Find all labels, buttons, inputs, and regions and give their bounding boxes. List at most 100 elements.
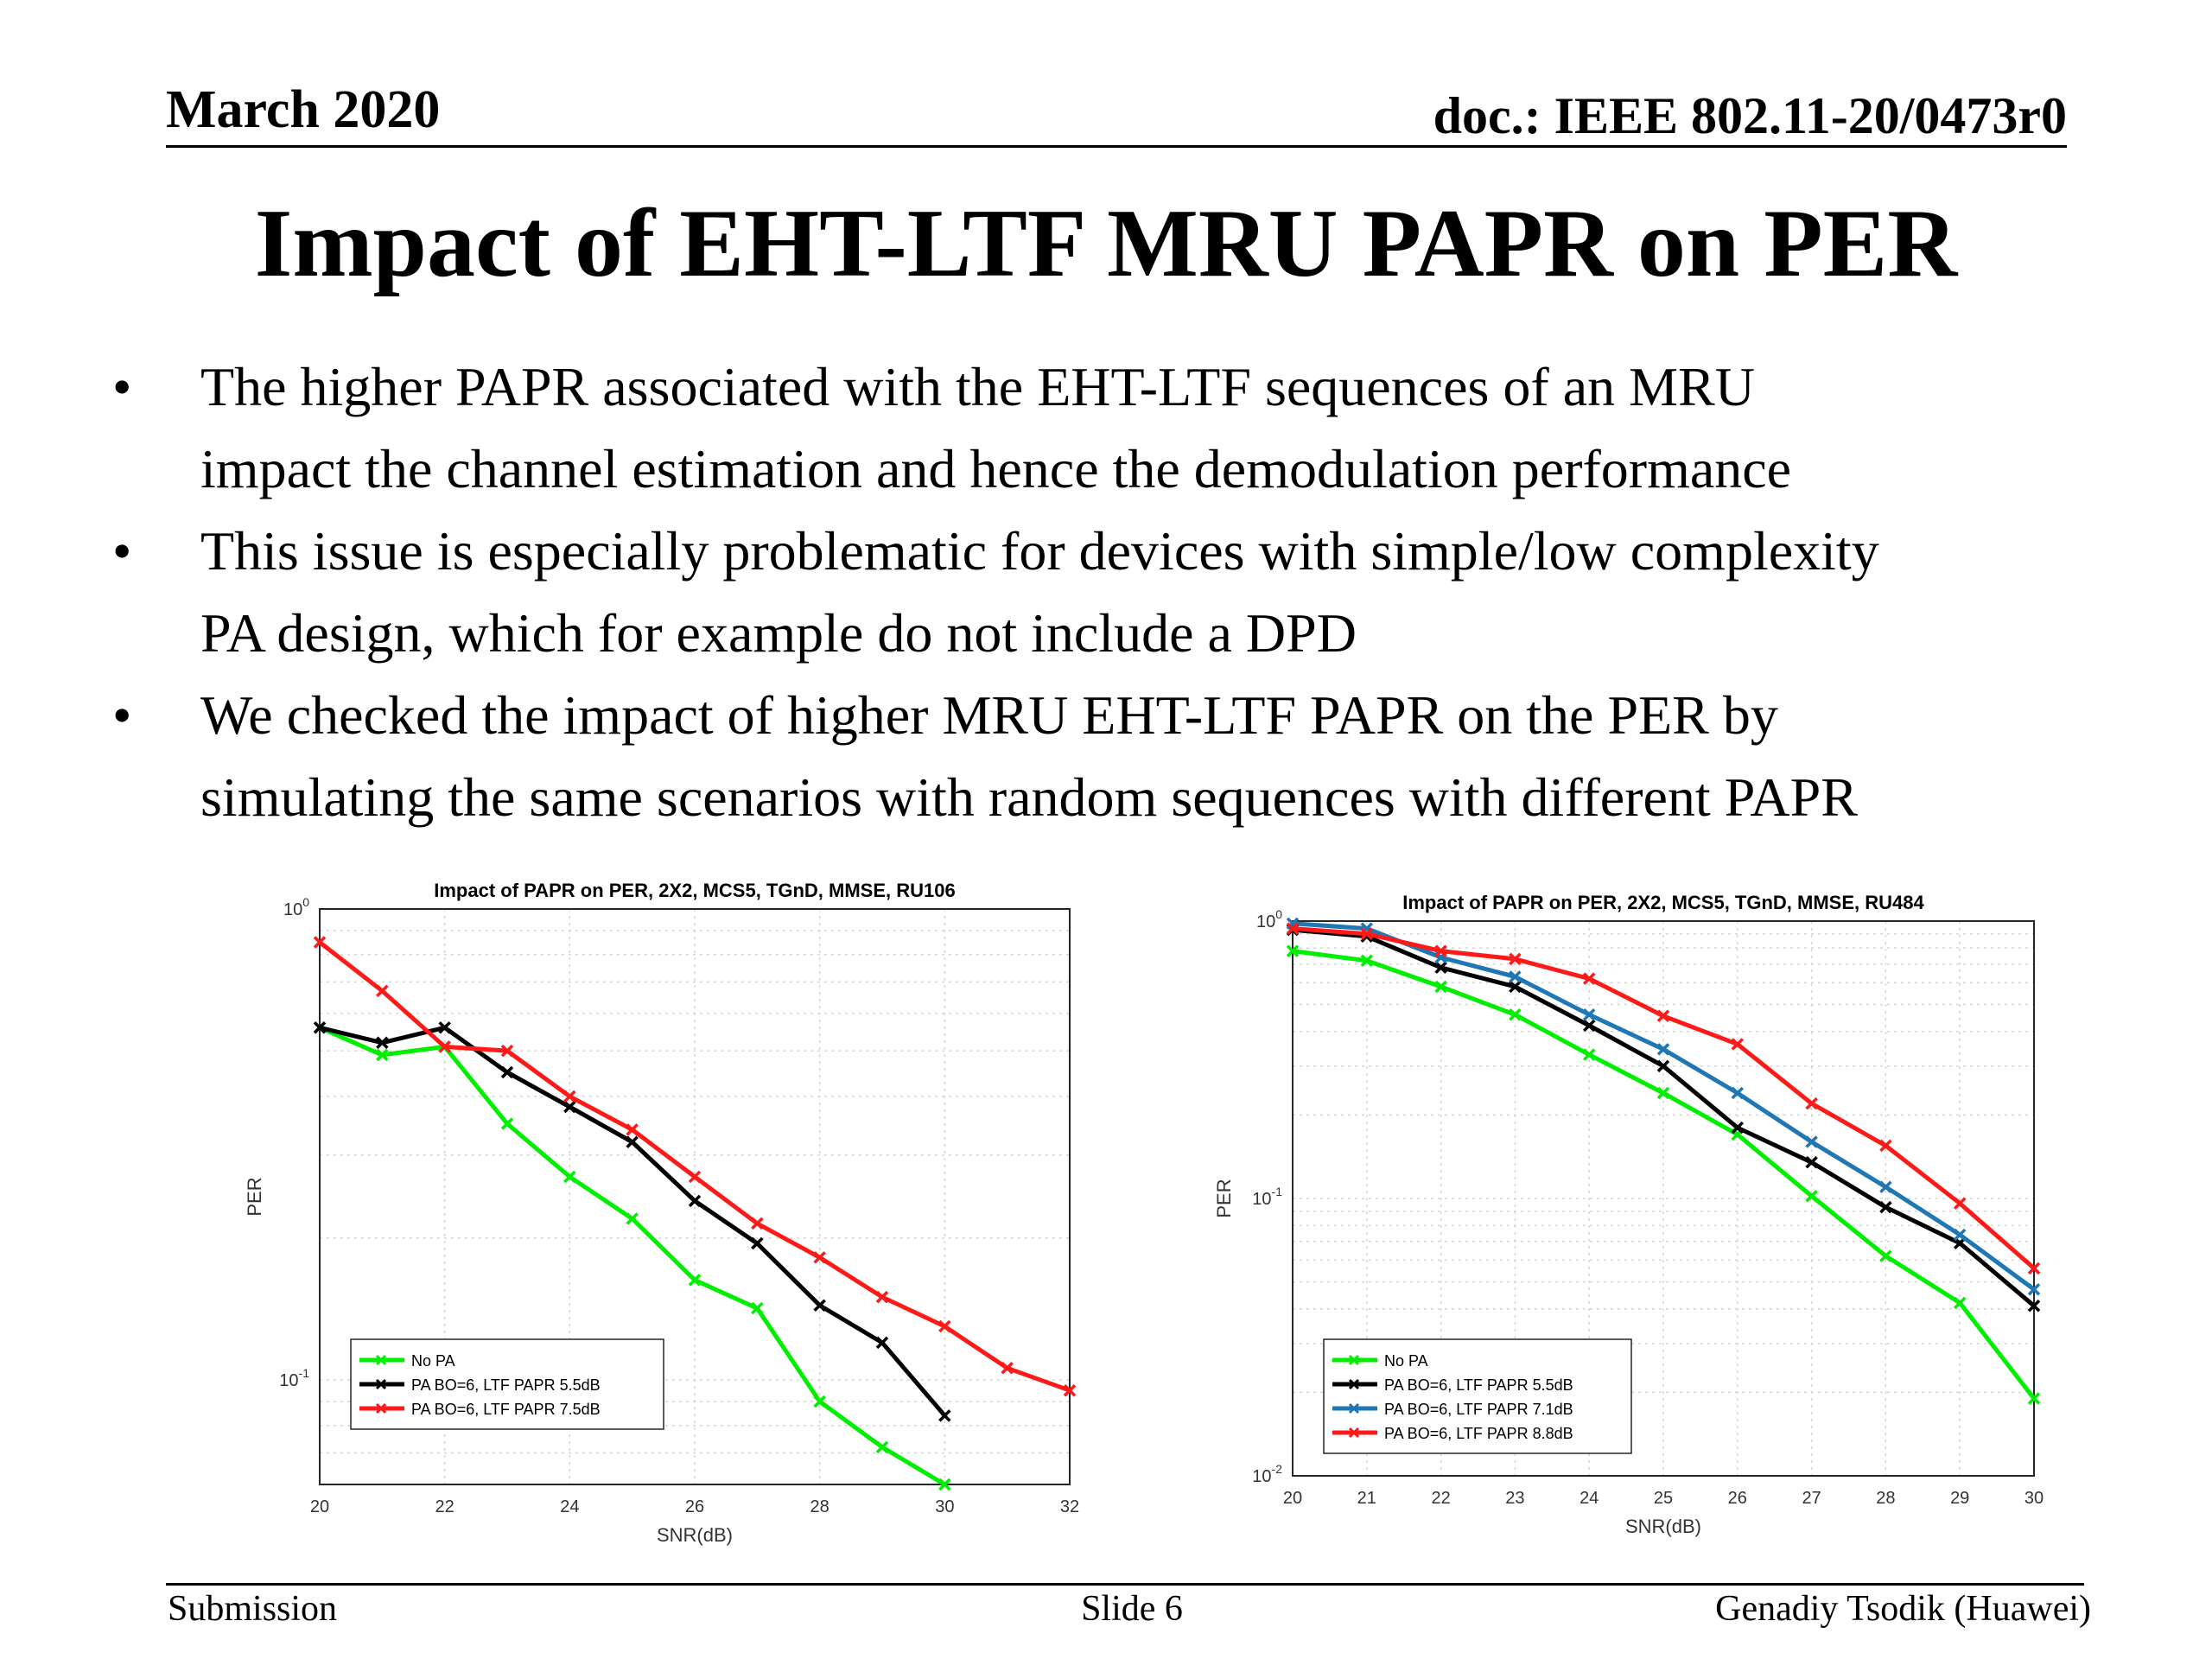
series-marker — [500, 1117, 514, 1130]
bullet-line: PA design, which for example do not incl… — [200, 602, 1357, 664]
footer-submission: Submission — [168, 1589, 338, 1629]
x-tick-label: 22 — [1431, 1489, 1450, 1508]
series-marker — [1509, 970, 1522, 983]
series-marker — [751, 1301, 764, 1315]
series-marker — [1805, 1190, 1818, 1203]
series-marker — [376, 1048, 389, 1062]
x-tick-label: 21 — [1357, 1489, 1376, 1508]
footer-divider — [166, 1583, 2084, 1586]
series-marker — [1879, 1180, 1892, 1193]
bullet-dot-icon: • — [112, 520, 132, 582]
bullet-line: impact the channel estimation and hence … — [200, 438, 1792, 499]
header-doc-id: doc.: IEEE 802.11-20/0473r0 — [1433, 87, 2067, 144]
series-marker — [813, 1299, 826, 1312]
series-marker — [1805, 1135, 1818, 1148]
legend-marker — [1348, 1427, 1360, 1439]
x-tick-label: 23 — [1505, 1489, 1524, 1508]
series-marker — [2027, 1392, 2041, 1405]
x-axis-label: SNR(dB) — [657, 1524, 733, 1546]
series-marker — [1953, 1197, 1967, 1210]
legend-entry: PA BO=6, LTF PAPR 7.5dB — [411, 1401, 601, 1418]
bullet-line: simulating the same scenarios with rando… — [200, 766, 1858, 828]
y-tick-label: 10-1 — [279, 1366, 309, 1390]
series-marker — [751, 1236, 764, 1250]
series-marker — [1582, 1048, 1596, 1061]
series-marker — [626, 1212, 639, 1225]
series-marker — [1953, 1296, 1967, 1310]
series-marker — [875, 1336, 889, 1350]
series-marker — [1582, 1008, 1596, 1021]
series-marker — [1434, 944, 1447, 957]
x-tick-label: 29 — [1950, 1489, 1969, 1508]
plot-frame — [319, 908, 1071, 1485]
legend-entry: PA BO=6, LTF PAPR 7.1dB — [1384, 1401, 1573, 1418]
legend-marker — [1348, 1378, 1360, 1390]
series-marker — [1001, 1362, 1014, 1375]
series-marker — [1360, 927, 1374, 940]
x-tick-label: 28 — [1876, 1489, 1895, 1508]
series-marker — [313, 1021, 327, 1034]
legend-marker — [375, 1378, 387, 1390]
chart-ru484: Impact of PAPR on PER, 2X2, MCS5, TGnD, … — [1213, 892, 2044, 1537]
y-tick-label: 10-2 — [1252, 1462, 1282, 1486]
x-tick-label: 27 — [1802, 1489, 1821, 1508]
bullet-list: • The higher PAPR associated with the EH… — [112, 346, 2169, 838]
bullet-dot-icon: • — [112, 684, 132, 746]
bullet-dot-icon: • — [112, 356, 132, 417]
slide-title: Impact of EHT-LTF MRU PAPR on PER — [254, 190, 1958, 297]
series-marker — [2027, 1262, 2041, 1275]
bullet-line: The higher PAPR associated with the EHT-… — [200, 356, 1755, 417]
series-marker — [751, 1217, 764, 1230]
series-marker — [938, 1319, 951, 1333]
x-tick-label: 20 — [1283, 1489, 1302, 1508]
series-marker — [626, 1135, 639, 1148]
y-tick-label: 10-1 — [1252, 1185, 1282, 1209]
legend-entry: PA BO=6, LTF PAPR 8.8dB — [1384, 1425, 1573, 1442]
x-tick-label: 26 — [1728, 1489, 1747, 1508]
series-marker — [1582, 972, 1596, 985]
x-axis-label: SNR(dB) — [1625, 1516, 1701, 1537]
x-tick-label: 32 — [1060, 1497, 1079, 1516]
series-marker — [438, 1040, 451, 1053]
series-marker — [376, 1036, 389, 1050]
series-marker — [1434, 980, 1447, 994]
series-marker — [875, 1440, 889, 1454]
legend-marker — [1348, 1402, 1360, 1414]
chart-title: Impact of PAPR on PER, 2X2, MCS5, TGnD, … — [1402, 892, 1924, 913]
x-tick-label: 30 — [2024, 1489, 2044, 1508]
series-marker — [1805, 1155, 1818, 1169]
x-tick-label: 26 — [685, 1497, 704, 1516]
bullet-item: • We checked the impact of higher MRU EH… — [112, 674, 2169, 838]
series-marker — [626, 1123, 639, 1136]
series-marker — [813, 1251, 826, 1264]
bullet-item: • The higher PAPR associated with the EH… — [112, 346, 2169, 510]
x-tick-label: 24 — [560, 1497, 579, 1516]
series-marker — [1509, 1008, 1522, 1021]
series-line — [1292, 926, 2036, 1270]
series-marker — [938, 1478, 951, 1491]
series-marker — [1656, 1043, 1670, 1056]
x-tick-label: 25 — [1654, 1489, 1673, 1508]
series-marker — [875, 1290, 889, 1304]
legend-entry: PA BO=6, LTF PAPR 5.5dB — [1384, 1376, 1573, 1394]
series-marker — [438, 1021, 451, 1034]
legend-entry: No PA — [1384, 1352, 1428, 1370]
x-tick-label: 24 — [1580, 1489, 1599, 1508]
header-divider — [166, 145, 2067, 148]
series-marker — [563, 1170, 576, 1184]
chart-title: Impact of PAPR on PER, 2X2, MCS5, TGnD, … — [434, 880, 955, 901]
series-marker — [688, 1274, 702, 1287]
series-marker — [1063, 1383, 1077, 1397]
series-marker — [1731, 1121, 1745, 1135]
legend-entry: PA BO=6, LTF PAPR 5.5dB — [411, 1376, 601, 1394]
series-marker — [1731, 1038, 1745, 1051]
series-marker — [938, 1409, 951, 1422]
legend-entry: No PA — [411, 1352, 455, 1370]
series-marker — [1731, 1086, 1745, 1100]
series-marker — [1656, 1009, 1670, 1023]
series-marker — [688, 1170, 702, 1184]
series-marker — [1286, 944, 1300, 957]
series-marker — [563, 1090, 576, 1103]
plot-frame — [1292, 920, 2035, 1477]
series-marker — [500, 1065, 514, 1079]
